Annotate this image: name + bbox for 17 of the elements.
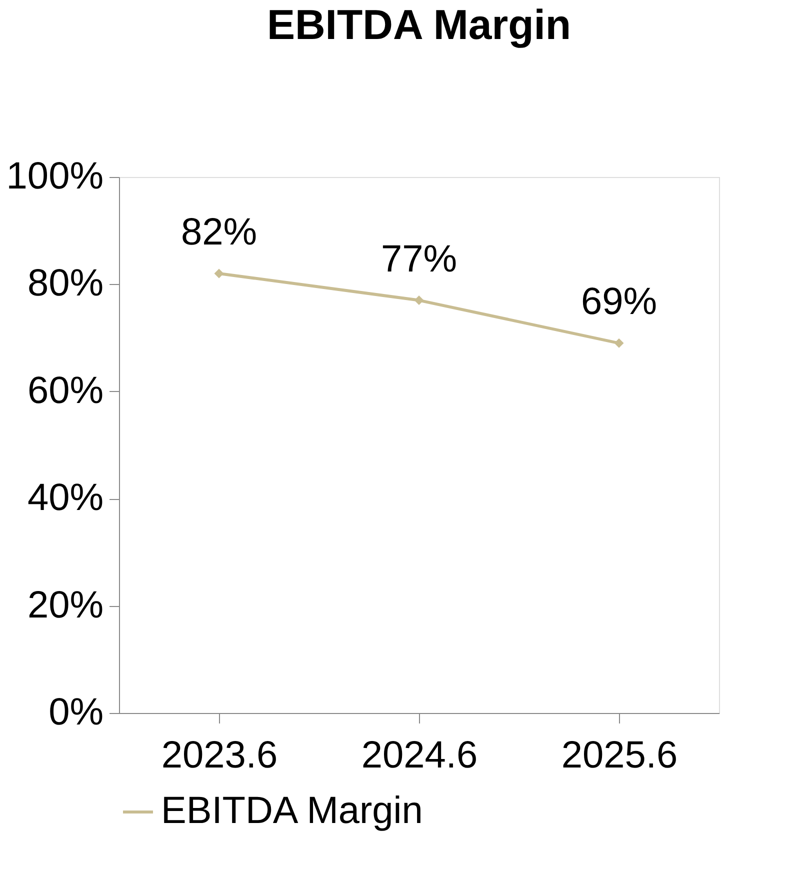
legend-label: EBITDA Margin xyxy=(161,790,423,832)
chart-title: EBITDA Margin xyxy=(266,1,572,48)
data-label: 77% xyxy=(380,238,458,280)
point xyxy=(214,268,224,278)
y-tick-label: 20% xyxy=(27,584,104,626)
point xyxy=(414,296,424,306)
y-tick-label: 100% xyxy=(6,156,104,198)
y-tick-label: 80% xyxy=(27,262,104,305)
y-tick-label: 0% xyxy=(48,692,104,734)
y-tick-label: 40% xyxy=(27,477,104,520)
x-tick-label: 2023.6 xyxy=(161,734,278,776)
data-label: 82% xyxy=(180,211,258,254)
y-tick-label: 60% xyxy=(27,370,104,412)
data-label: 69% xyxy=(580,281,658,324)
x-tick-label: 2025.6 xyxy=(561,734,678,776)
x-tick-label: 2024.6 xyxy=(361,734,478,776)
point xyxy=(614,338,624,348)
